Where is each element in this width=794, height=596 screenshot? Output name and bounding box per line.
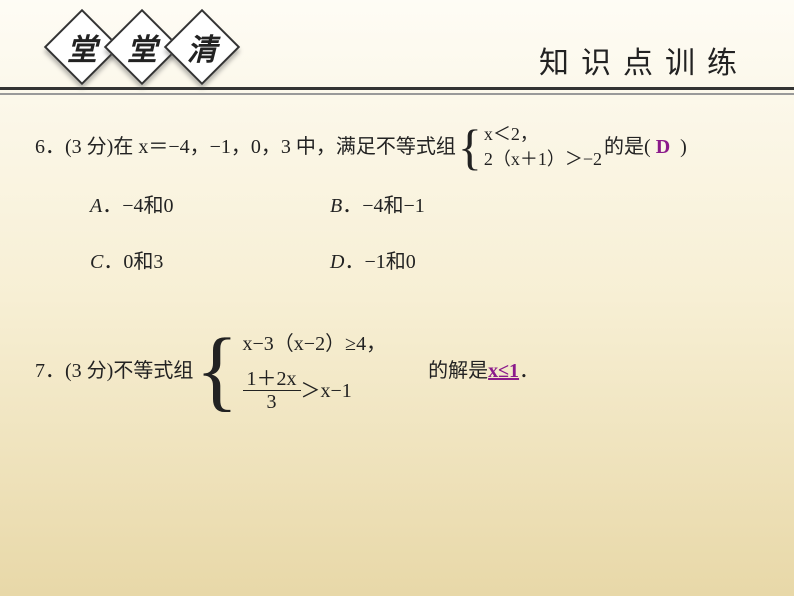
q6-answer: D bbox=[656, 131, 670, 163]
q7-period: ． bbox=[519, 355, 539, 387]
option-A: A．−4和0 bbox=[90, 190, 330, 222]
diamond-row: 堂 堂 清 bbox=[55, 20, 235, 74]
q6-sys-line2: 2（x＋1）＞−2 bbox=[484, 147, 602, 172]
q7-line2-rest: ＞x−1 bbox=[301, 375, 352, 407]
q7-system-lines: x−3（x−2）≥4， 1＋2x 3 ＞x−1 bbox=[239, 328, 387, 413]
left-brace-icon: { bbox=[458, 122, 482, 172]
option-C-text: ．0和3 bbox=[103, 251, 163, 273]
q6-system: { x＜2， 2（x＋1）＞−2 bbox=[458, 122, 602, 172]
question-6: 6．(3 分)在 x＝−4，−1，0，3 中，满足不等式组 { x＜2， 2（x… bbox=[35, 122, 759, 278]
q6-paren-close: ) bbox=[680, 131, 687, 163]
option-B-text: ．−4和−1 bbox=[342, 195, 425, 217]
diamond-char-2: 堂 bbox=[127, 25, 157, 69]
option-D-text: ．−1和0 bbox=[344, 251, 415, 273]
q6-sys-line1: x＜2， bbox=[484, 122, 602, 147]
question-7: 7．(3 分)不等式组 { x−3（x−2）≥4， 1＋2x 3 ＞x−1 的解… bbox=[35, 328, 759, 413]
option-C: C．0和3 bbox=[90, 246, 330, 278]
q7-frac-den: 3 bbox=[263, 391, 281, 413]
q6-system-lines: x＜2， 2（x＋1）＞−2 bbox=[482, 122, 602, 172]
q7-sys-line1: x−3（x−2）≥4， bbox=[243, 328, 387, 360]
section-title: 知识点训练 bbox=[539, 38, 749, 82]
q7-fraction: 1＋2x 3 bbox=[243, 368, 301, 413]
diamond-3: 清 bbox=[164, 9, 240, 85]
q6-options: A．−4和0 B．−4和−1 C．0和3 D．−1和0 bbox=[90, 190, 759, 278]
q6-stem: 6．(3 分)在 x＝−4，−1，0，3 中，满足不等式组 { x＜2， 2（x… bbox=[35, 122, 759, 172]
q6-prefix: 6．(3 分)在 x＝−4，−1，0，3 中，满足不等式组 bbox=[35, 131, 456, 163]
option-B: B．−4和−1 bbox=[330, 190, 570, 222]
option-D: D．−1和0 bbox=[330, 246, 570, 278]
q7-answer: x≤1 bbox=[488, 355, 519, 387]
q6-suffix: 的是( bbox=[604, 131, 651, 163]
left-brace-large-icon: { bbox=[195, 331, 238, 411]
q7-sys-line2: 1＋2x 3 ＞x−1 bbox=[243, 368, 387, 413]
q7-mid-text: 的解是 bbox=[428, 355, 488, 387]
q7-system: { x−3（x−2）≥4， 1＋2x 3 ＞x−1 bbox=[195, 328, 386, 413]
q7-prefix: 7．(3 分)不等式组 bbox=[35, 355, 193, 387]
q7-frac-num: 1＋2x bbox=[243, 368, 301, 391]
diamond-char-3: 清 bbox=[187, 25, 217, 69]
header-bar: 堂 堂 清 知识点训练 bbox=[0, 0, 794, 90]
diamond-char-1: 堂 bbox=[67, 25, 97, 69]
content-area: 6．(3 分)在 x＝−4，−1，0，3 中，满足不等式组 { x＜2， 2（x… bbox=[0, 92, 794, 413]
option-A-text: ．−4和0 bbox=[102, 195, 173, 217]
